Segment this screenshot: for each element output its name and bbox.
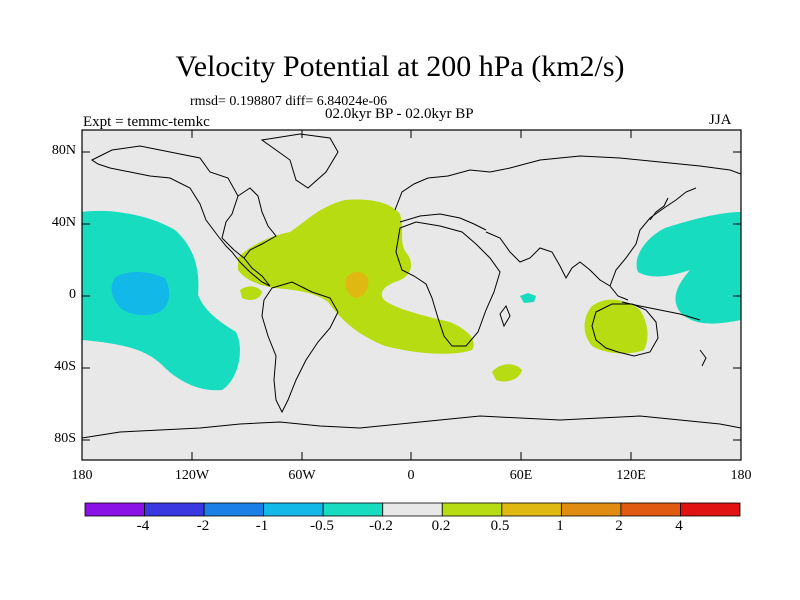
coastline-europe	[394, 155, 741, 211]
x-tick-label: 0	[407, 468, 415, 483]
negative-core-pacific	[111, 272, 170, 316]
contour-fields	[82, 199, 741, 391]
coastline-mediterranean	[399, 213, 487, 231]
y-tick-label: 80S	[54, 431, 76, 446]
colorbar	[84, 502, 741, 517]
coastline-greenland	[260, 133, 339, 189]
experiment-line: Expt = temmc-temkc	[83, 114, 210, 130]
y-tick-label: 40N	[51, 215, 76, 230]
colorbar-label: -0.2	[369, 518, 393, 534]
colorbar-swatch	[382, 502, 443, 517]
axis-ticks	[82, 130, 741, 460]
colorbar-label: 1	[556, 518, 564, 534]
negative-region-west-pacific	[636, 212, 741, 324]
colorbar-label: -0.5	[310, 518, 334, 534]
coastline-madagascar	[499, 304, 511, 328]
colorbar-label: -1	[255, 518, 269, 534]
coastline-antarctica	[82, 415, 741, 439]
colorbar-label: 0.5	[490, 518, 510, 534]
y-tick-label: 40S	[54, 359, 76, 374]
coastline-north-america-east	[237, 187, 277, 259]
colorbar-label: -4	[136, 518, 150, 534]
season-label: JJA	[709, 112, 732, 128]
colorbar-swatch	[501, 502, 562, 517]
colorbar-swatch	[203, 502, 265, 517]
x-tick-label: 180	[730, 468, 752, 483]
coastline-south-america	[261, 281, 339, 414]
coastline-east-asia	[609, 187, 697, 287]
negative-region-indian-ocean	[520, 293, 536, 303]
coastline-japan	[649, 197, 669, 221]
coastline-north-america	[91, 145, 271, 287]
colorbar-label: 2	[615, 518, 623, 534]
positive-region-tropical-patch	[240, 286, 262, 300]
y-tick-label: 80N	[51, 143, 76, 158]
coastline-africa	[395, 221, 501, 347]
coastline-arabia-india	[485, 231, 629, 301]
x-tick-label: 120E	[616, 468, 646, 483]
colorbar-swatch	[680, 502, 741, 517]
colorbar-swatch	[560, 502, 622, 517]
colorbar-swatch	[84, 502, 145, 517]
period-line: 02.0kyr BP - 02.0kyr BP	[325, 106, 474, 122]
x-tick-label: 120W	[174, 468, 210, 483]
coastline-australia	[591, 303, 659, 357]
positive-region-australia	[584, 299, 648, 354]
colorbar-swatch	[620, 502, 681, 517]
colorbar-swatch	[263, 502, 324, 517]
positive-region-south-atlantic	[492, 364, 522, 382]
x-tick-label: 60E	[509, 468, 533, 483]
colorbar-swatch	[144, 502, 205, 517]
x-tick-label: 60W	[288, 468, 316, 483]
colorbar-swatch	[441, 502, 503, 517]
x-tick-label: 180	[71, 468, 93, 483]
colorbar-label: 4	[675, 518, 683, 534]
y-tick-label: 0	[69, 287, 76, 302]
colorbar-label: -2	[196, 518, 210, 534]
coastlines	[82, 133, 741, 439]
colorbar-label: 0.2	[431, 518, 451, 534]
stats-line: rmsd= 0.198807 diff= 6.84024e-06	[190, 94, 388, 109]
colorbar-swatch	[322, 502, 384, 517]
map-title: Velocity Potential at 200 hPa (km2/s)	[175, 50, 625, 83]
positive-core-atlantic	[345, 272, 369, 298]
coastline-new-zealand	[699, 349, 707, 367]
